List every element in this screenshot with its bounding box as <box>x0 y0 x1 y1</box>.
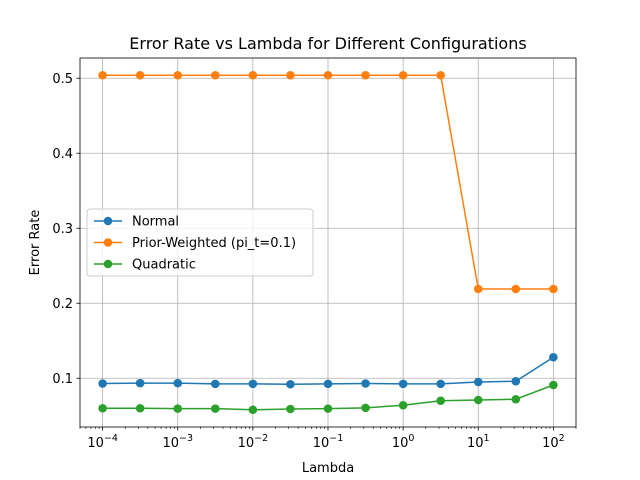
series-layer <box>98 70 558 415</box>
legend-box <box>86 208 314 277</box>
x-axis-ticks: 10−4 10−3 10−2 10−1 100 101 102 <box>79 427 577 451</box>
data-point <box>173 404 183 413</box>
y-tick-label: 0.2 <box>52 297 73 312</box>
data-point <box>473 377 483 387</box>
data-point <box>323 379 333 389</box>
data-point <box>436 379 445 389</box>
y-tick-label: 0.1 <box>52 372 73 387</box>
chart-title: Error Rate vs Lambda for Different Confi… <box>129 34 526 53</box>
data-point <box>549 284 558 294</box>
data-point <box>323 70 333 80</box>
data-point <box>473 284 483 294</box>
data-point <box>210 70 220 80</box>
series-1 <box>98 70 558 294</box>
y-tick-label: 0.3 <box>52 222 73 237</box>
data-point <box>173 70 183 80</box>
data-point <box>361 403 370 413</box>
data-point <box>135 70 145 80</box>
data-point <box>323 404 333 413</box>
x-axis-label: Lambda <box>302 461 354 476</box>
data-point <box>436 396 445 406</box>
data-point <box>511 376 521 386</box>
data-point <box>173 378 183 388</box>
legend-marker <box>103 238 113 247</box>
legend-marker <box>103 216 113 226</box>
data-point <box>98 379 107 388</box>
data-point <box>135 403 145 413</box>
data-point <box>135 378 145 388</box>
data-point <box>549 380 558 390</box>
data-point <box>398 400 408 410</box>
data-point <box>549 352 558 362</box>
data-point <box>398 379 408 389</box>
data-point <box>361 379 370 388</box>
series-2 <box>98 380 558 415</box>
data-point <box>361 70 370 80</box>
data-point <box>98 70 107 80</box>
data-point <box>436 70 445 80</box>
data-point <box>473 395 483 405</box>
legend-label: Quadratic <box>132 258 196 273</box>
data-point <box>511 394 521 404</box>
data-point <box>98 403 107 413</box>
y-tick-label: 0.4 <box>52 147 73 162</box>
data-point <box>286 379 295 389</box>
data-point <box>248 405 258 415</box>
data-point <box>248 70 258 80</box>
y-tick-label: 0.5 <box>52 72 73 87</box>
data-point <box>210 404 220 413</box>
y-axis-ticks: 0.1 0.2 0.3 0.4 0.5 <box>52 72 80 387</box>
data-point <box>398 70 408 80</box>
legend-marker <box>103 259 113 269</box>
series-0 <box>98 352 558 389</box>
data-point <box>210 379 220 389</box>
data-point <box>286 70 295 80</box>
data-point <box>511 284 521 294</box>
legend-label: Normal <box>132 215 179 230</box>
y-axis-label: Error Rate <box>28 210 43 276</box>
data-point <box>286 404 295 414</box>
legend: Normal Prior-Weighted (pi_t=0.1) Quadratic <box>86 208 314 277</box>
data-point <box>248 379 258 389</box>
legend-label: Prior-Weighted (pi_t=0.1) <box>132 236 296 251</box>
